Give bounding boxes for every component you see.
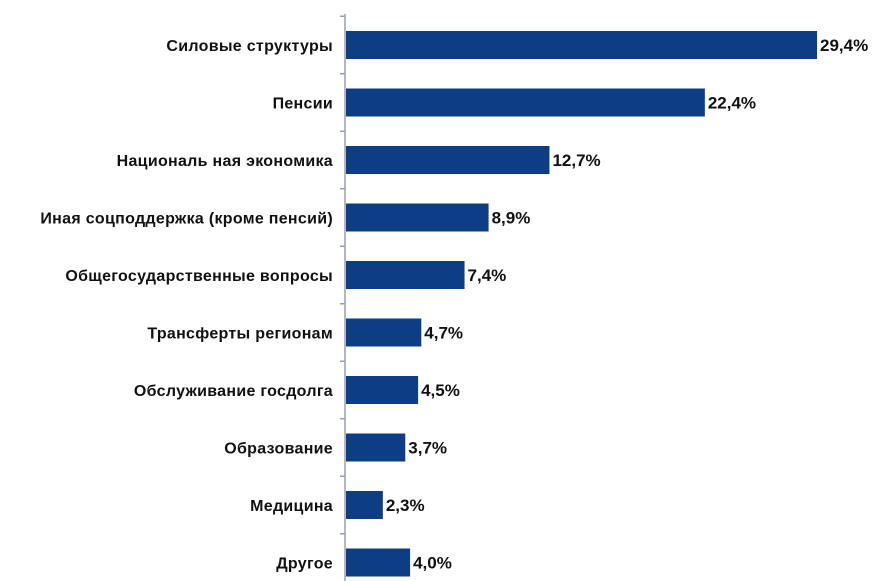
bar-5 [346, 261, 465, 289]
bar-6 [346, 318, 422, 347]
bar-8 [346, 433, 406, 462]
category-label: Общегосударственные вопросы [65, 268, 333, 285]
value-label: 22,4% [708, 94, 756, 113]
category-label: Другое [276, 556, 333, 573]
value-label: 3,7% [408, 439, 447, 458]
bar-3 [346, 146, 550, 174]
category-label: Пенсии [273, 96, 333, 113]
value-label: 4,5% [421, 381, 460, 400]
category-label: Силовые структуры [166, 38, 333, 55]
category-label: Иная соцподдержка (кроме пенсий) [40, 211, 333, 228]
bar-4 [346, 203, 489, 232]
value-label: 2,3% [386, 496, 425, 515]
bar-7 [346, 376, 419, 404]
category-labels-group: Силовые структуры Пенсии Националь ная эко… [40, 38, 333, 573]
bar-10 [346, 548, 411, 577]
y-axis-ticks-group [340, 15, 345, 535]
value-label: 29,4% [820, 36, 868, 55]
value-label: 7,4% [468, 266, 507, 285]
bars-group [346, 31, 817, 577]
value-label: 8,9% [492, 209, 531, 228]
category-label: Трансферты регионам [147, 326, 333, 343]
value-label: 4,0% [413, 554, 452, 573]
category-label: Националь ная экономика [117, 153, 333, 170]
bar-9 [346, 491, 383, 519]
value-label: 12,7% [552, 151, 600, 170]
value-labels-group: 29,4% 22,4% 12,7% 8,9% 7,4% 4,7% 4,5% 3,7% 2,3% 4… [386, 36, 868, 573]
bar-1 [346, 31, 817, 59]
category-label: Обслуживание госдолга [134, 383, 333, 400]
category-label: Медицина [250, 498, 333, 515]
bar-2 [346, 88, 705, 117]
value-label: 4,7% [424, 324, 463, 343]
category-label: Образование [224, 441, 333, 458]
